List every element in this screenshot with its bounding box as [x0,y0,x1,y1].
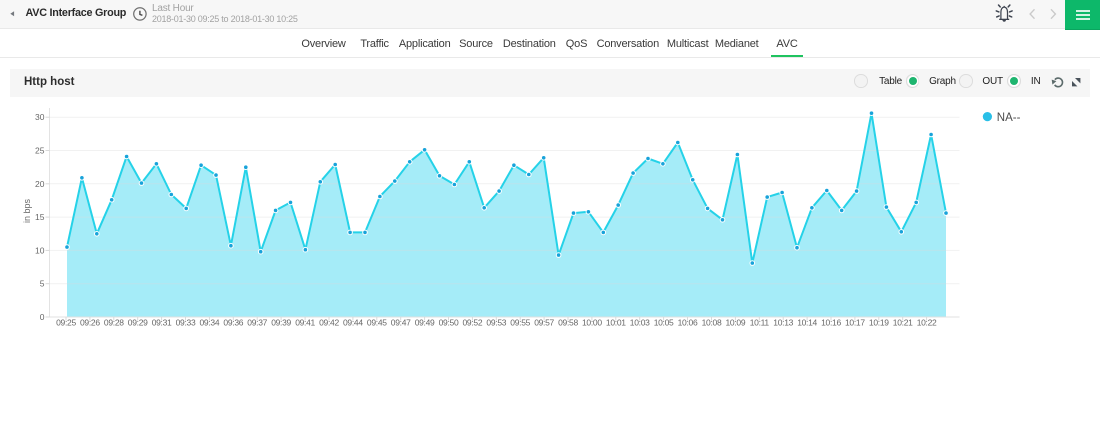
svg-text:10:14: 10:14 [797,318,817,328]
svg-text:09:34: 09:34 [200,318,220,328]
svg-text:09:25: 09:25 [56,318,76,328]
svg-text:10:03: 10:03 [630,318,650,328]
svg-text:10:08: 10:08 [702,318,722,328]
svg-text:10:13: 10:13 [773,318,793,328]
svg-text:NA--: NA-- [997,112,1021,124]
svg-text:09:42: 09:42 [319,318,339,328]
svg-text:09:36: 09:36 [223,318,243,328]
svg-text:09:41: 09:41 [295,318,315,328]
svg-text:09:29: 09:29 [128,318,148,328]
svg-text:09:53: 09:53 [486,318,506,328]
svg-text:25: 25 [35,146,45,156]
svg-text:09:55: 09:55 [510,318,530,328]
svg-text:10:00: 10:00 [582,318,602,328]
svg-text:10:16: 10:16 [821,318,841,328]
svg-text:10:19: 10:19 [869,318,889,328]
svg-text:09:26: 09:26 [80,318,100,328]
svg-text:10:01: 10:01 [606,318,626,328]
svg-text:20: 20 [35,179,45,189]
svg-text:10:22: 10:22 [917,318,937,328]
svg-text:09:57: 09:57 [534,318,554,328]
svg-text:0: 0 [40,312,45,322]
svg-text:10:06: 10:06 [678,318,698,328]
svg-text:09:37: 09:37 [247,318,267,328]
svg-text:09:28: 09:28 [104,318,124,328]
svg-text:10:21: 10:21 [893,318,913,328]
svg-text:09:45: 09:45 [367,318,387,328]
svg-text:09:44: 09:44 [343,318,363,328]
svg-text:5: 5 [40,279,45,289]
svg-text:09:31: 09:31 [152,318,172,328]
svg-text:10:17: 10:17 [845,318,865,328]
svg-text:10:05: 10:05 [654,318,674,328]
svg-text:09:33: 09:33 [176,318,196,328]
svg-text:09:47: 09:47 [391,318,411,328]
svg-text:30: 30 [35,112,45,122]
svg-text:10:11: 10:11 [750,318,770,328]
svg-text:09:52: 09:52 [463,318,483,328]
svg-text:10: 10 [35,245,45,255]
svg-text:09:39: 09:39 [271,318,291,328]
svg-text:09:49: 09:49 [415,318,435,328]
svg-text:09:50: 09:50 [439,318,459,328]
svg-text:in bps: in bps [22,198,32,223]
svg-text:15: 15 [35,212,45,222]
svg-text:09:58: 09:58 [558,318,578,328]
svg-text:10:09: 10:09 [726,318,746,328]
